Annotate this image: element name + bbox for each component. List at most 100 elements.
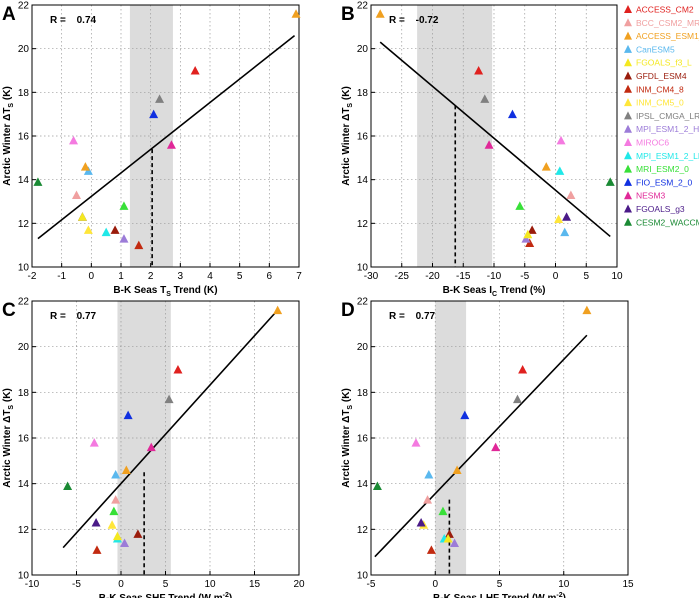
x-tick-label: -10: [25, 579, 40, 590]
y-tick-label: 20: [18, 342, 30, 353]
y-tick-label: 16: [18, 434, 30, 445]
x-tick-label: 4: [207, 271, 213, 282]
legend-marker: [624, 58, 632, 67]
x-axis-label: B-K Seas LHF Trend (W m-2): [433, 592, 566, 598]
x-label-sup: -2: [223, 592, 229, 598]
data-point: [507, 109, 517, 119]
x-tick-label: 5: [163, 579, 169, 590]
data-point: [107, 520, 117, 529]
panel-letter: A: [2, 4, 16, 25]
y-label-main: Arctic Winter ΔT: [2, 410, 13, 488]
x-tick-label: -5: [367, 579, 376, 590]
legend-marker: [624, 71, 632, 80]
legend-marker: [624, 164, 632, 173]
y-tick-label: 22: [357, 1, 369, 12]
data-point: [92, 545, 102, 554]
x-tick-label: 3: [178, 271, 184, 282]
y-label-main: Arctic Winter ΔT: [341, 108, 352, 186]
legend-marker: [624, 191, 632, 200]
x-tick-label: 15: [622, 579, 634, 590]
x-tick-label: 6: [267, 271, 273, 282]
data-point: [556, 135, 566, 145]
data-point: [63, 481, 73, 490]
y-label-tail: (K): [341, 86, 352, 103]
legend-label: MRI_ESM2_0: [636, 164, 689, 174]
y-axis-label: Arctic Winter ΔTS (K): [2, 388, 15, 488]
data-point: [372, 481, 382, 490]
x-tick-label: 15: [249, 579, 261, 590]
data-point: [166, 140, 176, 149]
legend-marker: [624, 31, 632, 40]
x-tick-label: 10: [204, 579, 216, 590]
legend-marker: [624, 84, 632, 93]
legend-marker: [624, 138, 632, 146]
panel-b: -30 -25 -20 -15 -10 -5 0 5 10 10 12 14 16 18 20 22B R = …: [341, 1, 623, 299]
y-label-tail: (K): [2, 388, 13, 405]
x-tick-label: 2: [148, 271, 154, 282]
r-label: R =: [50, 311, 69, 322]
data-point: [120, 538, 130, 548]
data-point: [443, 533, 453, 543]
x-label-tail: Trend (%): [497, 285, 545, 296]
data-point: [173, 365, 183, 374]
y-tick-label: 20: [357, 342, 369, 353]
data-point: [190, 66, 200, 75]
x-tick-label: 0: [89, 271, 95, 282]
data-point: [426, 545, 436, 554]
r-value: R = 0.74: [50, 15, 97, 26]
data-point: [119, 234, 129, 243]
data-point: [518, 365, 528, 374]
data-point: [554, 214, 564, 223]
data-point: [523, 229, 533, 239]
regression-line: [37, 34, 296, 240]
r-number: 0.77: [77, 311, 97, 322]
r-number: 0.77: [416, 311, 436, 322]
data-point: [89, 438, 99, 447]
y-label-tail: (K): [2, 86, 13, 103]
x-tick-label: 5: [237, 271, 243, 282]
legend-marker: [624, 204, 632, 213]
x-tick-label: 0: [553, 271, 559, 282]
y-tick-label: 12: [18, 219, 30, 230]
legend-label: MPI_ESM1_2_LR: [636, 151, 699, 161]
data-point: [605, 177, 615, 186]
y-tick-label: 10: [18, 571, 30, 582]
panel-letter: C: [2, 300, 16, 321]
regression-line: [374, 334, 588, 558]
x-label-sub: S: [166, 291, 171, 298]
x-tick-label: -30: [364, 271, 379, 282]
y-tick-label: 10: [357, 263, 369, 274]
x-tick-label: 0: [432, 579, 438, 590]
x-tick-label: -20: [425, 271, 440, 282]
y-tick-label: 14: [357, 175, 369, 186]
data-point: [273, 305, 283, 315]
legend-marker: [624, 98, 632, 107]
r-value: R = 0.77: [50, 311, 97, 322]
data-point: [83, 225, 93, 234]
x-axis-label: B-K Seas SHF Trend (W m-2): [99, 592, 232, 598]
legend-label: MIROC6: [636, 138, 669, 148]
r-label: R =: [50, 15, 69, 26]
y-tick-label: 14: [18, 175, 30, 186]
data-point: [109, 506, 119, 516]
legend-marker: [624, 217, 632, 226]
data-point: [111, 470, 121, 479]
data-point: [69, 135, 79, 145]
legend-label: NESM3: [636, 191, 666, 201]
panel-letter: D: [341, 300, 355, 321]
legend-label: FIO_ESM_2_0: [636, 177, 692, 187]
x-label-main: B-K Seas T: [113, 285, 166, 296]
data-point: [146, 442, 156, 452]
data-point: [555, 166, 565, 175]
legend-label: CanESM5: [636, 44, 675, 54]
data-point: [491, 442, 501, 452]
legend-label: CESM2_WACCM: [636, 217, 699, 227]
x-tick-label: -15: [456, 271, 471, 282]
data-point: [560, 227, 570, 237]
data-point: [450, 538, 460, 548]
data-point: [460, 410, 470, 420]
y-tick-label: 14: [18, 479, 30, 490]
data-point: [444, 529, 454, 538]
